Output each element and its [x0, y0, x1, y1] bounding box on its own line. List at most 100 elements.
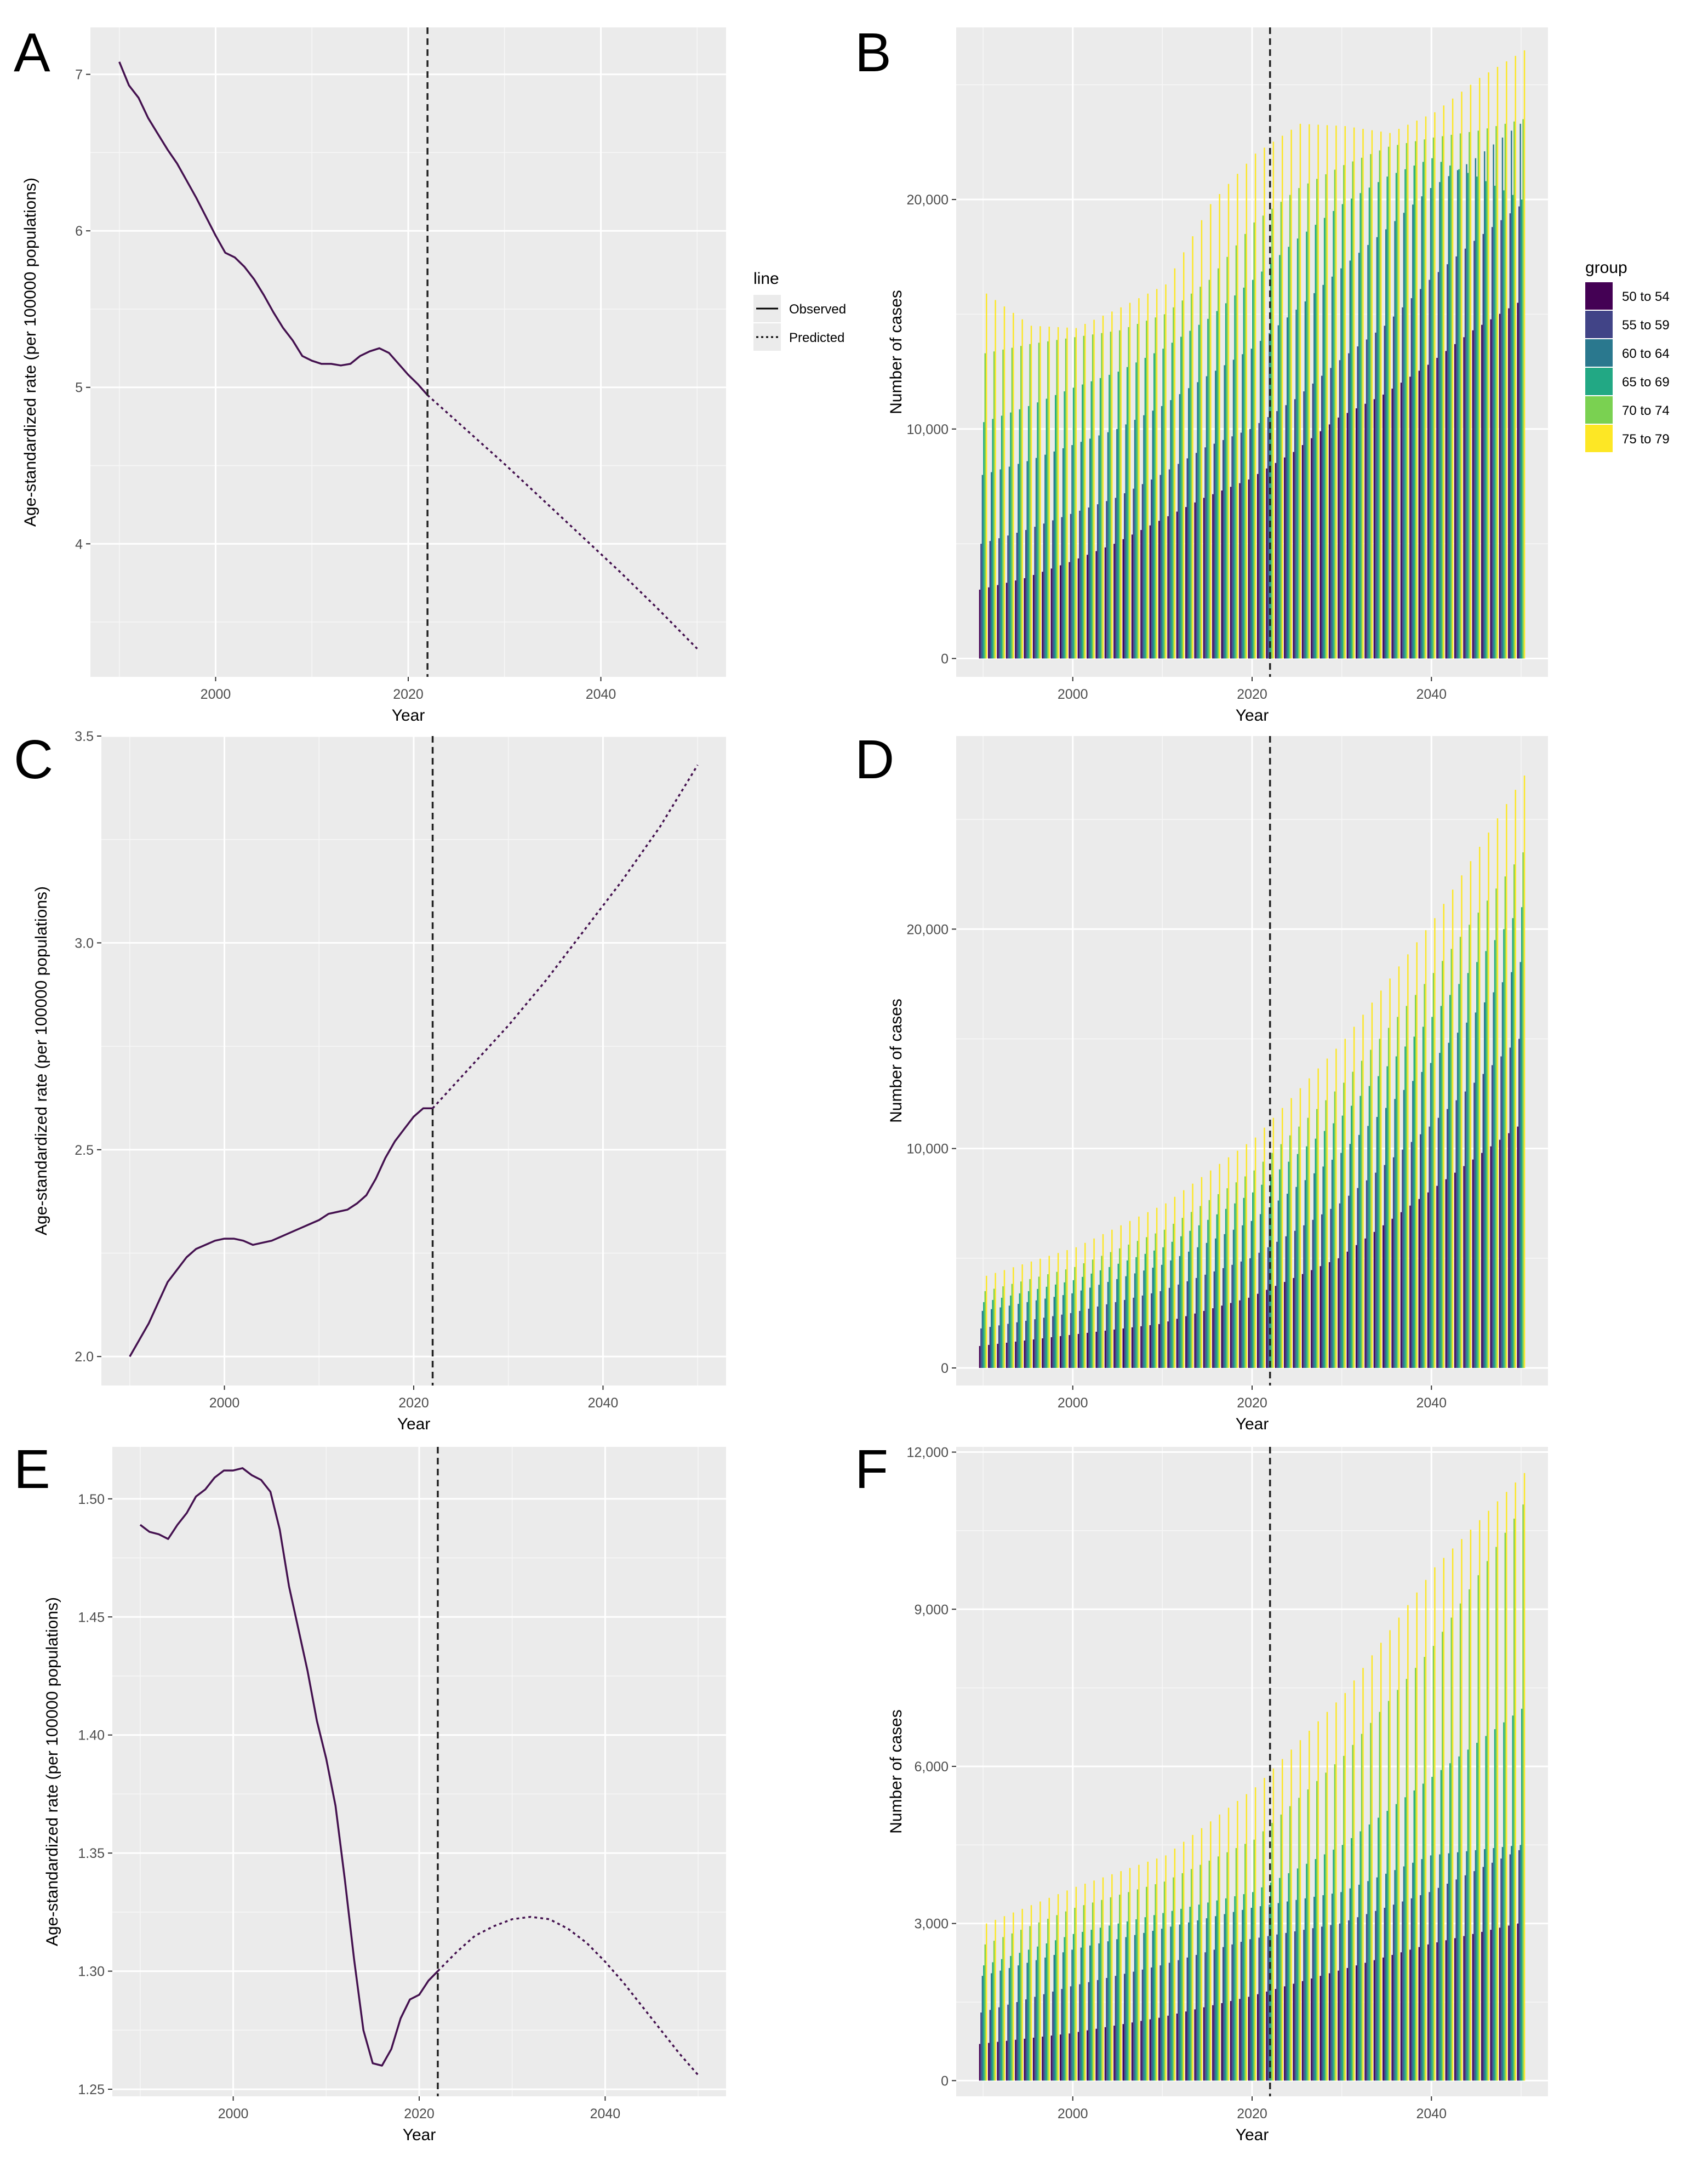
bar-d-2014-g2 — [1197, 1247, 1198, 1368]
bar-d-1997-g0 — [1042, 1338, 1043, 1368]
bar-b-2021-g5 — [1264, 147, 1265, 659]
y-axis-title-b: Number of cases — [887, 290, 905, 414]
bar-b-2026-g1 — [1303, 391, 1305, 659]
bar-b-2030-g4 — [1343, 165, 1345, 659]
bar-d-2003-g3 — [1099, 1270, 1101, 1368]
bar-b-2017-g4 — [1226, 256, 1228, 659]
bar-f-2041-g5 — [1443, 1558, 1444, 2081]
bar-d-2028-g1 — [1321, 1214, 1323, 1368]
bar-d-2045-g1 — [1473, 1082, 1475, 1368]
bar-f-2003-g5 — [1102, 1877, 1104, 2081]
bar-b-2033-g4 — [1370, 154, 1372, 659]
x-tick-label-b: 2020 — [1237, 687, 1267, 702]
bar-b-2025-g5 — [1299, 123, 1301, 659]
bar-b-1999-g2 — [1062, 448, 1064, 659]
bar-d-2039-g3 — [1422, 1027, 1424, 1368]
bar-b-2017-g5 — [1227, 184, 1230, 659]
bar-f-2050-g1 — [1518, 1850, 1520, 2081]
bar-f-2014-g4 — [1199, 1864, 1201, 2081]
bar-d-2008-g3 — [1144, 1253, 1146, 1368]
bar-d-2008-g1 — [1141, 1295, 1144, 1368]
bar-b-2023-g2 — [1277, 325, 1279, 659]
bar-d-2043-g4 — [1459, 937, 1461, 1368]
bar-d-2027-g5 — [1317, 1068, 1319, 1368]
bar-f-2035-g4 — [1387, 1701, 1390, 2081]
bar-f-1994-g3 — [1019, 1953, 1020, 2081]
bar-b-2046-g0 — [1481, 324, 1483, 659]
legend-label-predicted: Predicted — [789, 330, 844, 345]
bar-f-2044-g2 — [1466, 1851, 1467, 2081]
bar-b-2040-g5 — [1434, 112, 1436, 659]
bar-b-1994-g3 — [1019, 409, 1020, 659]
bar-f-2008-g3 — [1144, 1917, 1146, 2081]
bar-d-2011-g0 — [1167, 1321, 1169, 1368]
bar-f-2011-g0 — [1167, 2015, 1169, 2081]
bar-f-2010-g2 — [1161, 1929, 1163, 2081]
bar-b-1995-g5 — [1030, 326, 1032, 659]
bar-f-2015-g2 — [1206, 1918, 1208, 2081]
bar-f-1999-g2 — [1062, 1952, 1064, 2081]
bar-b-2045-g1 — [1473, 241, 1475, 659]
x-tick-label-a: 2000 — [201, 687, 231, 702]
bar-d-2034-g1 — [1375, 1172, 1376, 1368]
bar-d-1991-g0 — [988, 1344, 990, 1368]
bar-b-2049-g4 — [1513, 121, 1515, 659]
bar-b-2020-g4 — [1253, 222, 1255, 659]
bar-f-2022-g3 — [1270, 1883, 1272, 2081]
bar-f-1995-g2 — [1026, 1963, 1028, 2081]
bar-f-2010-g4 — [1163, 1881, 1166, 2081]
bar-b-2041-g4 — [1442, 136, 1443, 659]
bar-f-2045-g0 — [1472, 1934, 1474, 2081]
bar-f-2033-g4 — [1370, 1723, 1372, 2081]
bar-d-1995-g3 — [1027, 1291, 1030, 1368]
bar-b-2041-g1 — [1437, 272, 1439, 659]
bar-f-2035-g0 — [1383, 1957, 1384, 2081]
panel-b: B 2000 2020 2040 0 10,000 20,000 Year Number … — [855, 22, 1548, 725]
bar-b-2031-g4 — [1352, 161, 1353, 659]
bar-d-2032-g5 — [1362, 1014, 1364, 1368]
bar-b-2018-g2 — [1232, 360, 1235, 659]
bar-d-1991-g3 — [992, 1299, 993, 1368]
y-tick-label-a: 4 — [75, 537, 83, 552]
bar-b-2044-g4 — [1469, 132, 1470, 659]
bar-b-2044-g5 — [1470, 84, 1472, 659]
bar-d-2042-g1 — [1447, 1109, 1448, 1368]
bar-f-1992-g1 — [998, 2007, 1000, 2081]
y-tick-label-f: 0 — [941, 2073, 949, 2089]
bar-f-2024-g2 — [1287, 1901, 1288, 2081]
bar-d-2047-g0 — [1490, 1146, 1492, 1368]
bar-f-2026-g1 — [1303, 1930, 1305, 2081]
bar-d-2020-g2 — [1250, 1221, 1252, 1368]
bar-b-2010-g2 — [1161, 406, 1163, 659]
bar-f-1991-g3 — [992, 1962, 993, 2081]
bar-b-2018-g1 — [1231, 436, 1233, 659]
bar-b-2040-g1 — [1429, 280, 1430, 659]
bar-d-2010-g2 — [1161, 1264, 1163, 1368]
bar-f-2018-g0 — [1230, 2001, 1232, 2081]
bar-b-2016-g4 — [1218, 268, 1219, 659]
bar-f-2032-g4 — [1361, 1734, 1363, 2081]
bar-f-2037-g3 — [1404, 1797, 1406, 2081]
bar-d-2025-g1 — [1294, 1230, 1296, 1368]
bar-d-1993-g0 — [1006, 1342, 1008, 1368]
bar-f-2038-g4 — [1415, 1668, 1416, 2081]
bar-b-2000-g2 — [1071, 445, 1073, 659]
bar-b-2015-g1 — [1204, 447, 1206, 659]
bar-f-2048-g5 — [1506, 1492, 1507, 2081]
bar-f-2042-g5 — [1452, 1548, 1454, 2081]
bar-b-2019-g2 — [1242, 354, 1243, 659]
bar-d-2040-g0 — [1427, 1192, 1429, 1368]
bar-d-2001-g4 — [1083, 1263, 1084, 1368]
bar-d-2005-g3 — [1117, 1263, 1119, 1368]
bar-b-2010-g1 — [1159, 475, 1161, 659]
bar-d-2020-g4 — [1253, 1170, 1255, 1368]
bar-f-2006-g0 — [1122, 2024, 1124, 2081]
bar-f-2040-g0 — [1427, 1944, 1429, 2081]
bar-f-2023-g2 — [1277, 1903, 1279, 2081]
bar-b-1991-g3 — [992, 419, 993, 659]
bar-d-2021-g1 — [1258, 1252, 1260, 1368]
y-tick-label-c: 2.0 — [75, 1349, 94, 1365]
bar-d-2000-g4 — [1074, 1267, 1076, 1368]
bar-f-2049-g1 — [1509, 1854, 1511, 2081]
bar-b-2019-g4 — [1244, 233, 1246, 659]
